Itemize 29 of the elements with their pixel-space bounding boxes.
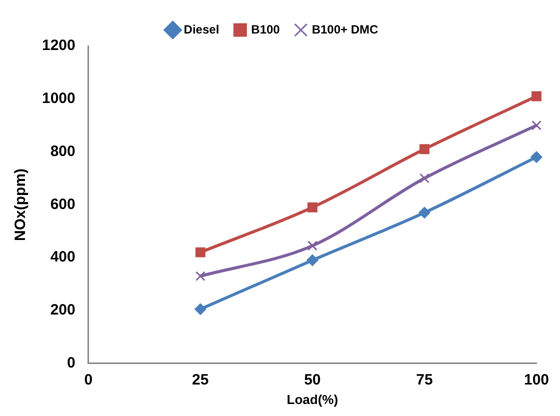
- point: [194, 303, 206, 315]
- point: [307, 240, 318, 251]
- x-tick-label: 50: [304, 372, 321, 389]
- y-tick-label: 800: [50, 142, 76, 160]
- point: [306, 254, 318, 266]
- y-tick-label: 1000: [42, 90, 76, 108]
- y-tick-label: 1200: [42, 37, 76, 54]
- legend-label: B100: [251, 22, 280, 36]
- y-tick-label: 400: [50, 248, 76, 266]
- x-tick-label: 75: [416, 372, 433, 389]
- point: [195, 247, 206, 258]
- x-tick-label: 100: [524, 372, 549, 389]
- point: [531, 91, 542, 102]
- y-axis-title: NOx(ppm): [12, 168, 30, 241]
- legend-label: Diesel: [184, 22, 220, 36]
- point: [307, 202, 318, 212]
- legend-label: B100+ DMC: [312, 22, 379, 36]
- x-tick-label: 0: [84, 372, 93, 389]
- point: [195, 271, 206, 282]
- x-tick-label: 25: [192, 372, 209, 389]
- point: [419, 173, 430, 184]
- x-axis-title: Load(%): [286, 392, 338, 407]
- point: [531, 120, 542, 130]
- point: [419, 144, 430, 154]
- point: [418, 206, 430, 218]
- point: [530, 151, 542, 163]
- y-tick-label: 0: [67, 354, 76, 372]
- y-tick-label: 200: [50, 302, 76, 319]
- y-tick-label: 600: [50, 196, 76, 213]
